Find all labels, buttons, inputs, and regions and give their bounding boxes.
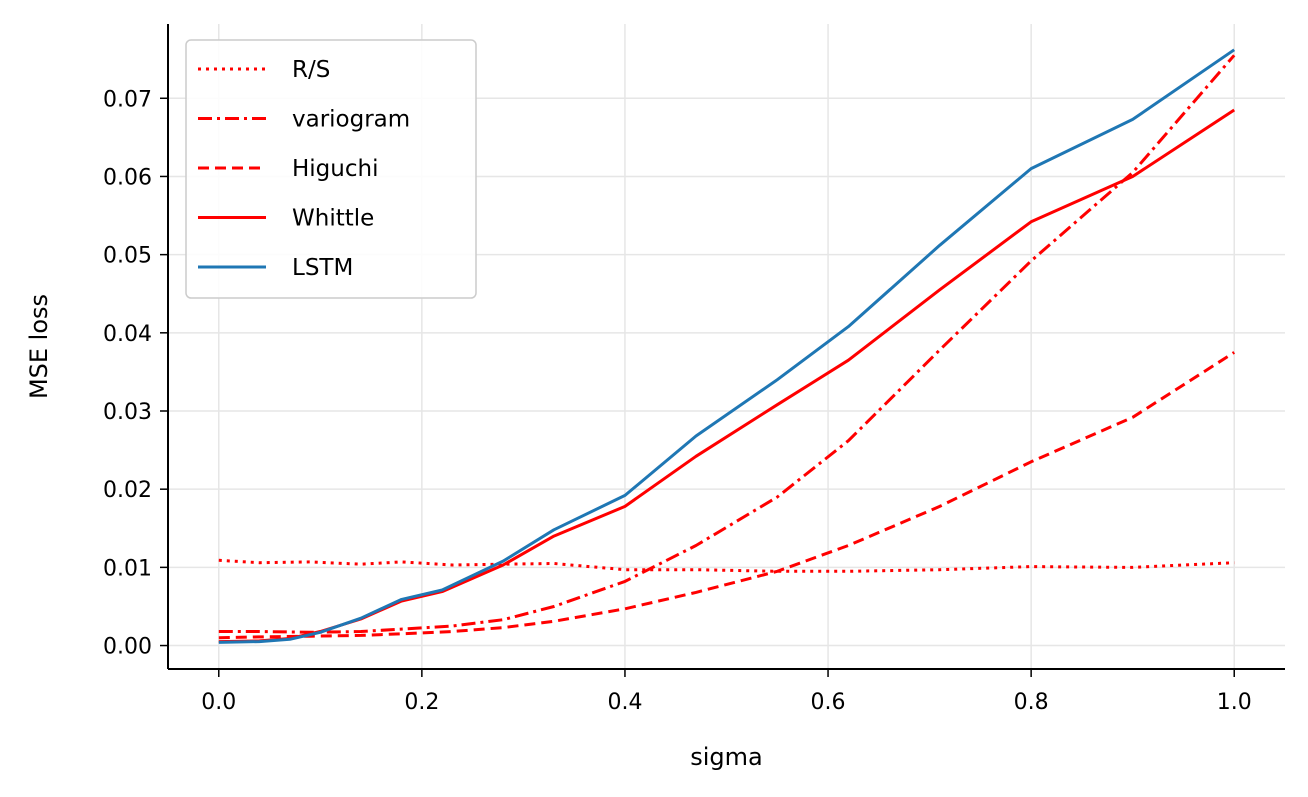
- x-axis-label: sigma: [690, 743, 763, 771]
- y-tick-label: 0.04: [103, 322, 152, 347]
- x-tick-label: 0.4: [607, 690, 642, 715]
- legend-label: LSTM: [292, 255, 353, 281]
- y-tick-label: 0.03: [103, 400, 152, 425]
- y-tick-label: 0.01: [103, 556, 152, 581]
- series-line-lstm: [218, 48, 1236, 644]
- axes: [167, 24, 1285, 670]
- y-axis-ticks: 0.00 0.01 0.02 0.03 0.04 0.05 0.06 0.07: [103, 87, 168, 660]
- plot-area: [218, 48, 1236, 644]
- legend-label: variogram: [292, 107, 410, 133]
- y-tick-label: 0.05: [103, 244, 152, 269]
- legend-label: Whittle: [292, 206, 374, 232]
- y-tick-label: 0.06: [103, 165, 152, 190]
- y-axis-label: MSE loss: [25, 294, 53, 399]
- x-tick-label: 0.2: [404, 690, 439, 715]
- y-tick-label: 0.00: [103, 635, 152, 660]
- legend-label: R/S: [292, 57, 330, 83]
- legend-box: [185, 39, 477, 299]
- x-tick-label: 0.6: [811, 690, 846, 715]
- series-line-variogram: [218, 54, 1236, 634]
- legend-label: Higuchi: [292, 156, 378, 182]
- x-tick-label: 0.8: [1014, 690, 1049, 715]
- x-tick-label: 1.0: [1217, 690, 1252, 715]
- series-line-higuchi: [218, 351, 1236, 640]
- series-line-r-s: [218, 558, 1235, 573]
- y-tick-label: 0.02: [103, 478, 152, 503]
- x-axis-ticks: 0.0 0.2 0.4 0.6 0.8 1.0: [201, 669, 1252, 715]
- legend: R/S variogram Higuchi Whittle LSTM: [185, 39, 477, 299]
- y-tick-label: 0.07: [103, 87, 152, 112]
- x-tick-label: 0.0: [201, 690, 236, 715]
